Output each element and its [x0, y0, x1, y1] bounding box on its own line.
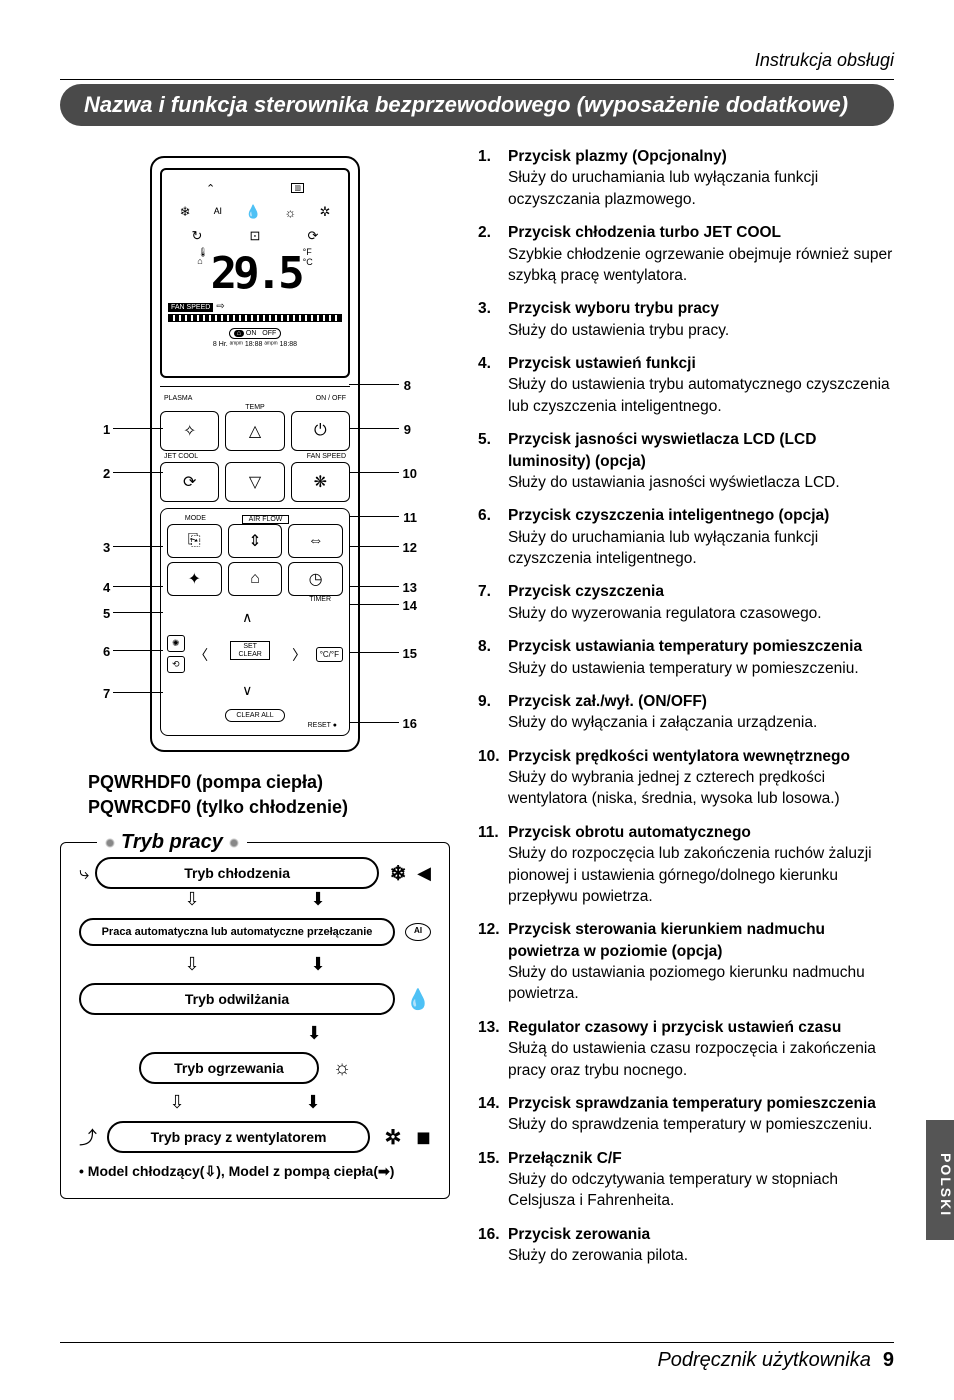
header-divider — [60, 79, 894, 80]
lcd-temp: 29.5 — [211, 252, 301, 296]
remote-diagram: 1 2 3 4 5 6 7 8 9 10 11 12 13 14 15 16 — [85, 156, 425, 752]
mode-auto: Praca automatyczna lub automatyczne prze… — [79, 918, 395, 946]
mode-fan: Tryb pracy z wentylatorem — [107, 1121, 370, 1153]
airflow-h-button: ⇔ — [288, 524, 343, 558]
callout-9: 9 — [404, 422, 411, 437]
language-tab: POLSKI — [926, 1120, 954, 1240]
callout-5: 5 — [103, 606, 110, 621]
callout-10: 10 — [403, 466, 417, 481]
callout-3: 3 — [103, 540, 110, 555]
mode-footnote: • Model chłodzący(⇩), Model z pompą ciep… — [79, 1163, 431, 1180]
drop-icon: 💧 — [405, 987, 431, 1012]
left-arrow-button: 〈 — [194, 645, 208, 665]
callout-13: 13 — [403, 580, 417, 595]
mode-heat: Tryb ogrzewania — [139, 1052, 319, 1084]
callout-15: 15 — [403, 646, 417, 661]
roomtemp-button: ⌂ — [228, 562, 283, 596]
callout-14: 14 — [403, 598, 417, 613]
callout-1: 1 — [103, 422, 110, 437]
model-list: PQWRHDF0 (pompa ciepła) PQWRCDF0 (tylko … — [88, 770, 450, 820]
snowflake-icon: ❄ — [385, 861, 411, 886]
airflow-v-button: ⇕ — [228, 524, 283, 558]
callout-2: 2 — [103, 466, 110, 481]
temp-down-button: ▽ — [225, 462, 284, 502]
header-manual: Instrukcja obsługi — [60, 50, 894, 71]
lcd-screen: ⌃▥ ❄ᴬᴵ💧☼✲ ↻⊡⟳ 🌡⌂ 29.5 °F°C FAN SPEED ⇨ ⌂… — [160, 168, 350, 378]
mode-button: ⎘ — [167, 524, 222, 558]
mode-cool: Tryb chłodzenia — [95, 857, 379, 889]
callout-12: 12 — [403, 540, 417, 555]
callout-4: 4 — [103, 580, 110, 595]
jetcool-button: ⟳ — [160, 462, 219, 502]
auto-icon: ᴬᴵ — [405, 923, 431, 941]
callout-7: 7 — [103, 686, 110, 701]
down-arrow-button: ∨ — [242, 682, 252, 699]
fan-icon: ✲ — [380, 1125, 406, 1150]
callout-16: 16 — [403, 716, 417, 731]
callout-6: 6 — [103, 644, 110, 659]
page-footer: Podręcznik użytkownika 9 — [60, 1342, 894, 1372]
callout-11: 11 — [403, 510, 417, 525]
page-title: Nazwa i funkcja sterownika bezprzewodowe… — [60, 84, 894, 126]
func-button: ✦ — [167, 562, 222, 596]
right-arrow-button: 〉 — [292, 645, 306, 665]
mode-title: Tryb pracy — [97, 831, 247, 854]
mode-diagram: Tryb pracy ⤷ Tryb chłodzenia ❄ ◀ ⇩⬇ Prac… — [60, 842, 450, 1199]
callout-8: 8 — [404, 378, 411, 393]
fanspeed-button: ❋ — [291, 462, 350, 502]
timer-button: ◷ — [288, 562, 343, 596]
feature-list: 1.Przycisk plazmy (Opcjonalny)Służy do u… — [478, 146, 894, 1267]
up-arrow-button: ∧ — [242, 609, 252, 626]
sun-icon: ☼ — [329, 1057, 355, 1080]
power-button: ⏻ — [291, 411, 350, 451]
temp-up-button: △ — [225, 411, 284, 451]
set-clear-button: SET CLEAR — [230, 641, 270, 660]
mode-dehum: Tryb odwilżania — [79, 983, 395, 1015]
plasma-button: ✧ — [160, 411, 219, 451]
clear-all-button: CLEAR ALL — [225, 709, 285, 722]
